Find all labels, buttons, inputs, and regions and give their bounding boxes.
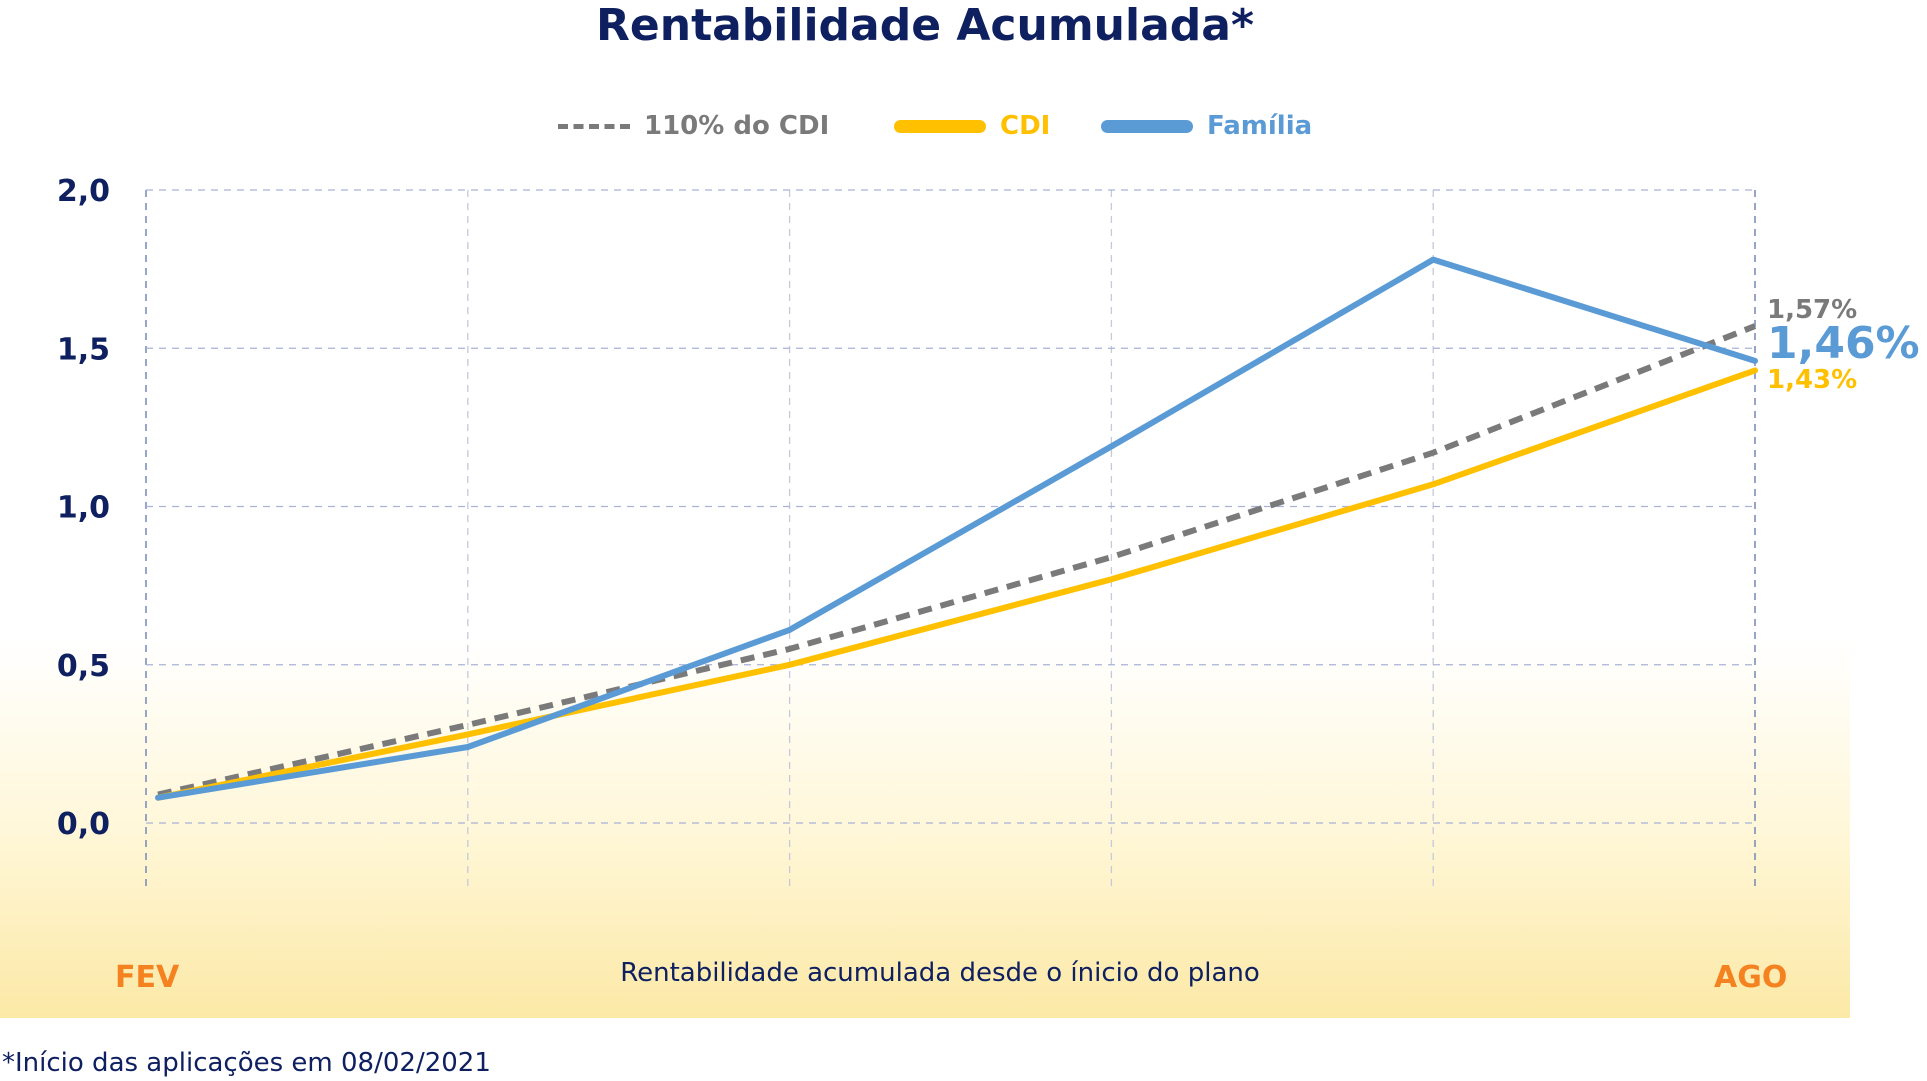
x-axis-end-label: AGO [1714, 960, 1788, 995]
legend-label-cdi: CDI [1000, 111, 1051, 141]
y-tick-label: 0,5 [57, 649, 110, 684]
end-label-familia: 1,46% [1767, 318, 1920, 369]
legend-swatch-110-cdi [558, 123, 630, 129]
footnote: *Início das aplicações em 08/02/2021 [2, 1048, 491, 1078]
legend-item-familia: Família [1101, 108, 1312, 144]
x-axis-title: Rentabilidade acumulada desde o ínicio d… [620, 958, 1260, 988]
x-axis-start-label: FEV [115, 960, 180, 995]
series-line-familia [155, 256, 1758, 801]
end-label-110-cdi: 1,57% [1767, 295, 1857, 325]
legend-label-110-cdi: 110% do CDI [644, 111, 830, 141]
y-tick-label: 1,0 [57, 491, 110, 526]
end-label-cdi: 1,43% [1767, 365, 1857, 395]
chart-title: Rentabilidade Acumulada* [596, 0, 1254, 51]
y-tick-label: 1,5 [57, 332, 110, 367]
legend-item-cdi: CDI [894, 108, 1050, 144]
legend-swatch-familia [1101, 119, 1193, 133]
y-tick-label: 0,0 [57, 807, 110, 842]
legend-item-110-cdi: 110% do CDI [558, 108, 829, 144]
legend-swatch-cdi [894, 119, 986, 133]
background-gradient [0, 640, 1850, 1018]
series-line-110-cdi [157, 323, 1757, 798]
line-chart: 2,0 1,5 1,0 0,5 0,0 1,57%1,46%1,43% [57, 174, 1920, 888]
series-line-cdi [155, 367, 1758, 801]
y-tick-label: 2,0 [57, 174, 110, 209]
legend-label-familia: Família [1207, 111, 1313, 141]
legend: 110% do CDI CDI Família [0, 108, 1850, 148]
